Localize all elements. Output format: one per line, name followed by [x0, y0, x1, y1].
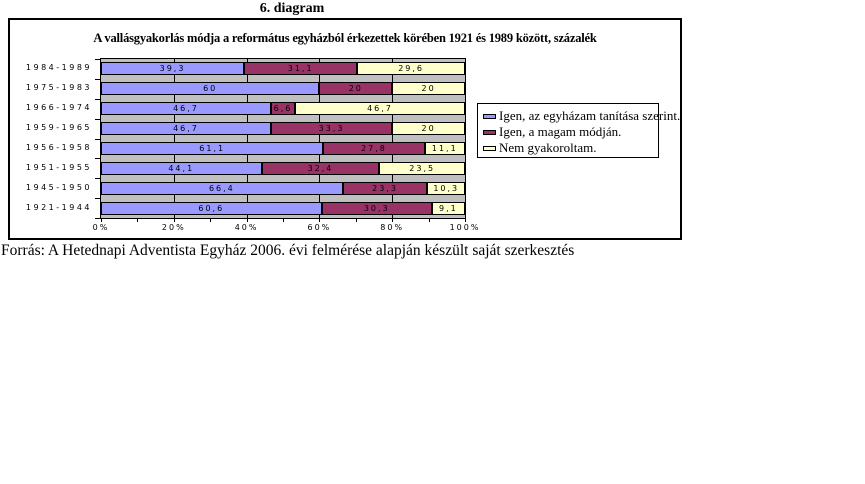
category-label: 1984-1989: [25, 63, 92, 72]
legend-swatch-series1-icon: [483, 113, 496, 119]
bar-row: 46,7 33,3 20: [101, 122, 465, 135]
y-axis-tick: [95, 158, 100, 160]
bar-segment-series3: 29,6: [357, 62, 465, 75]
x-axis-tick: [355, 218, 357, 222]
legend-item-series2: Igen, a magam módján.: [483, 124, 656, 140]
x-axis-label: 40%: [234, 223, 259, 232]
x-axis-tick: [137, 218, 139, 222]
bar-segment-series1: 60: [101, 82, 320, 95]
source-note: Forrás: A Hetednapi Adventista Egyház 20…: [1, 242, 575, 259]
category-label: 1959-1965: [25, 123, 92, 132]
x-axis-tick: [210, 218, 212, 222]
bar-segment-series1: 39,3: [101, 62, 245, 75]
bar-segment-series3: 46,7: [295, 102, 465, 115]
legend-label-series2: Igen, a magam módján.: [499, 124, 622, 139]
category-label: 1921-1944: [25, 203, 92, 212]
chart-title: A vallásgyakorlás módja a református egy…: [93, 31, 597, 45]
plot-area: 39,3 31,1 29,6 60 20 20 46,7 6,6 46,7 46,7 33,3 20 6…: [93, 58, 478, 232]
legend-label-series3: Nem gyakoroltam.: [499, 140, 597, 155]
bar-row: 39,3 31,1 29,6: [101, 62, 465, 75]
chart-frame: A vallásgyakorlás módja a református egy…: [8, 18, 682, 240]
x-axis-tick: [319, 218, 321, 222]
bar-segment-series1: 46,7: [101, 122, 271, 135]
legend-swatch-series3-icon: [483, 145, 496, 151]
bar-segment-series1: 66,4: [101, 182, 343, 195]
bar-segment-series2: 6,6: [270, 102, 295, 115]
x-axis-label: 20%: [161, 223, 186, 232]
bar-row: 66,4 23,3 10,3: [101, 182, 465, 195]
x-axis-tick: [101, 218, 102, 222]
bar-segment-series1: 44,1: [101, 162, 262, 175]
bar-segment-series2: 23,3: [342, 182, 428, 195]
category-label: 1956-1958: [25, 143, 92, 152]
category-label: 1966-1974: [25, 103, 92, 112]
y-axis-tick: [95, 78, 100, 80]
bar-segment-series2: 33,3: [270, 122, 393, 135]
category-label: 1951-1955: [25, 163, 92, 172]
y-axis-tick: [95, 118, 100, 120]
legend-swatch-series2-icon: [483, 129, 496, 135]
bar-row: 61,1 27,8 11,1: [101, 142, 465, 155]
y-axis-tick: [95, 178, 100, 180]
bar-row: 44,1 32,4 23,5: [101, 162, 465, 175]
bar-row: 46,7 6,6 46,7: [101, 102, 465, 115]
x-axis-label: 80%: [380, 223, 405, 232]
bar-row: 60,6 30,3 9,1: [101, 202, 465, 215]
bar-segment-series3: 9,1: [431, 202, 465, 215]
gridline: [173, 59, 175, 218]
gridline: [319, 59, 321, 218]
legend-label-series1: Igen, az egyházam tanítása szerint.: [499, 108, 681, 123]
x-axis-tick: [465, 218, 466, 222]
bar-segment-series2: 31,1: [244, 62, 358, 75]
bar-segment-series2: 32,4: [261, 162, 380, 175]
bar-row: 60 20 20: [101, 82, 465, 95]
x-axis-tick: [173, 218, 175, 222]
bar-segment-series1: 46,7: [101, 102, 271, 115]
y-axis-tick: [95, 198, 100, 200]
bar-segment-series1: 61,1: [101, 142, 324, 155]
page-title: 6. diagram: [259, 1, 325, 16]
bar-segment-series2: 27,8: [323, 142, 425, 155]
legend-item-series1: Igen, az egyházam tanítása szerint.: [483, 108, 680, 124]
gridline: [392, 59, 394, 218]
legend: Igen, az egyházam tanítása szerint. Igen…: [477, 103, 680, 158]
bar-segment-series1: 60,6: [101, 202, 322, 215]
bar-segment-series3: 11,1: [424, 142, 465, 155]
legend-item-series3: Nem gyakoroltam.: [483, 140, 656, 156]
x-axis-label: 60%: [307, 223, 332, 232]
bar-segment-series3: 20: [392, 82, 465, 95]
gridline: [246, 59, 248, 218]
y-axis-tick: [95, 98, 100, 100]
y-axis-tick: [95, 138, 100, 140]
y-axis-tick: [95, 218, 100, 219]
x-axis-label: 0%: [92, 223, 110, 232]
x-axis-tick: [246, 218, 248, 222]
bar-segment-series3: 20: [392, 122, 465, 135]
category-label: 1945-1950: [25, 183, 92, 192]
y-axis-tick: [95, 59, 100, 60]
bar-segment-series2: 20: [319, 82, 393, 95]
x-axis-label: 100%: [449, 223, 481, 232]
bar-segment-series3: 23,5: [379, 162, 465, 175]
bar-segment-series3: 10,3: [427, 182, 465, 195]
category-label: 1975-1983: [25, 83, 92, 92]
x-axis-tick: [283, 218, 284, 222]
x-axis-tick: [392, 218, 394, 222]
x-axis-tick: [428, 218, 430, 222]
bar-segment-series2: 30,3: [321, 202, 432, 215]
